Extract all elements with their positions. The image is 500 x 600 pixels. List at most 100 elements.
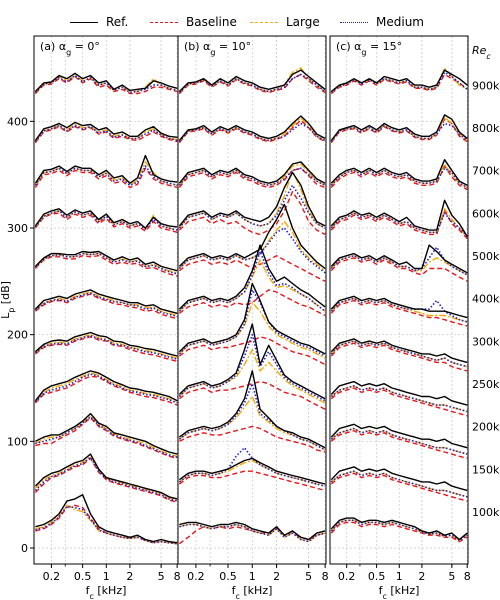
series-medium-900k: [330, 71, 468, 94]
legend-swatch-ref: [70, 21, 98, 23]
series-ref-200k: [35, 412, 178, 455]
series-large-200k: [178, 395, 326, 451]
x-axis-label: fc [kHz]: [232, 584, 273, 600]
series-large-800k: [178, 117, 326, 143]
series-baseline-150k: [178, 470, 326, 492]
series-ref-400k: [178, 244, 326, 310]
series-medium-250k: [330, 385, 468, 413]
series-medium-600k: [330, 212, 468, 238]
rec-label-100k: 100k: [472, 506, 500, 519]
series-medium-250k: [34, 373, 178, 404]
x-axis-label: fc [kHz]: [379, 584, 420, 600]
x-axis-label: fc [kHz]: [86, 584, 127, 600]
series-baseline-600k: [34, 212, 178, 233]
rec-label-500k: 500k: [472, 250, 500, 263]
series-medium-500k: [330, 246, 468, 276]
series-ref-700k: [178, 161, 326, 184]
y-axis-label: Lp [dB]: [0, 281, 16, 319]
series-ref-300k: [34, 331, 178, 357]
series-medium-800k: [330, 122, 468, 143]
series-medium-400k: [178, 250, 326, 312]
series-large-200k: [35, 415, 178, 457]
series-large-600k: [330, 208, 468, 237]
series-large-600k: [178, 169, 326, 229]
series-large-700k: [34, 161, 178, 187]
series-ref-900k: [330, 69, 468, 93]
x-tick-label: 5: [448, 570, 455, 583]
series-baseline-400k: [34, 293, 178, 320]
x-tick-label: 0.5: [74, 570, 92, 583]
series-ref-400k: [330, 295, 468, 319]
series-ref-500k: [330, 244, 468, 274]
series-medium-700k: [178, 167, 326, 187]
rec-label-600k: 600k: [472, 207, 500, 220]
series-ref-250k: [178, 323, 326, 400]
series-baseline-200k: [179, 425, 326, 453]
series-ref-150k: [330, 466, 468, 492]
series-ref-400k: [34, 289, 178, 314]
panel-label: (a) αg = 0°: [40, 40, 100, 57]
series-medium-300k: [34, 334, 178, 360]
series-ref-600k: [34, 208, 178, 229]
rec-header: Rec: [472, 44, 491, 61]
panel-1-series: [34, 72, 178, 545]
x-tick-label: 0.5: [219, 570, 237, 583]
series-baseline-200k: [330, 430, 468, 460]
x-tick-label: 1: [396, 570, 403, 583]
series-baseline-100k: [35, 504, 178, 545]
series-baseline-600k: [330, 210, 468, 240]
series-large-150k: [178, 459, 326, 487]
series-medium-800k: [178, 122, 326, 143]
series-large-700k: [330, 163, 468, 189]
legend-label-medium: Medium: [376, 15, 424, 29]
y-tick-label: 0: [21, 542, 28, 555]
x-tick-label: 5: [158, 570, 165, 583]
series-baseline-500k: [330, 257, 468, 282]
series-ref-800k: [178, 115, 326, 141]
series-medium-500k: [34, 252, 178, 275]
series-medium-700k: [34, 165, 178, 187]
series-ref-150k: [178, 457, 326, 485]
series-ref-150k: [34, 453, 178, 500]
rec-label-250k: 250k: [472, 378, 500, 391]
rec-label-200k: 200k: [472, 421, 500, 434]
x-tick-label: 5: [305, 570, 312, 583]
series-medium-250k: [178, 333, 326, 402]
rec-label-400k: 400k: [472, 293, 500, 306]
panel-label: (c) αg = 15°: [336, 40, 402, 57]
series-medium-900k: [178, 73, 326, 94]
series-medium-150k: [330, 470, 468, 498]
rec-label-800k: 800k: [472, 122, 500, 135]
rec-label-300k: 300k: [472, 335, 500, 348]
series-ref-100k: [179, 521, 326, 541]
series-large-500k: [34, 252, 178, 274]
series-baseline-300k: [178, 336, 326, 366]
x-tick-label: 8: [174, 570, 181, 583]
series-baseline-800k: [34, 125, 178, 144]
series-baseline-900k: [330, 73, 468, 95]
x-tick-label: 2: [273, 570, 280, 583]
panel-3-series: [330, 67, 468, 543]
series-large-250k: [34, 372, 178, 404]
series-medium-150k: [34, 456, 178, 502]
series-baseline-600k: [178, 190, 326, 236]
series-baseline-400k: [178, 289, 326, 317]
series-ref-100k: [330, 517, 468, 541]
series-baseline-250k: [178, 380, 326, 410]
x-tick-label: 2: [126, 570, 133, 583]
y-tick-label: 100: [7, 435, 28, 448]
y-tick-label: 300: [7, 222, 28, 235]
series-medium-400k: [34, 292, 178, 318]
series-large-800k: [34, 123, 178, 143]
series-ref-800k: [34, 121, 178, 141]
legend: Ref. Baseline Large Medium: [0, 12, 500, 32]
series-ref-900k: [34, 72, 178, 92]
series-baseline-150k: [330, 472, 468, 502]
series-baseline-300k: [34, 336, 178, 362]
legend-swatch-medium: [340, 21, 368, 23]
x-tick-label: 0.2: [187, 570, 205, 583]
series-baseline-250k: [34, 375, 178, 406]
panel-1: 0.2 0.5 1 2 5 8 fc [kHz] (a) αg = 0° 0 100 200 300 4…: [7, 35, 181, 600]
series-baseline-500k: [34, 254, 178, 277]
series-ref-500k: [34, 250, 178, 272]
